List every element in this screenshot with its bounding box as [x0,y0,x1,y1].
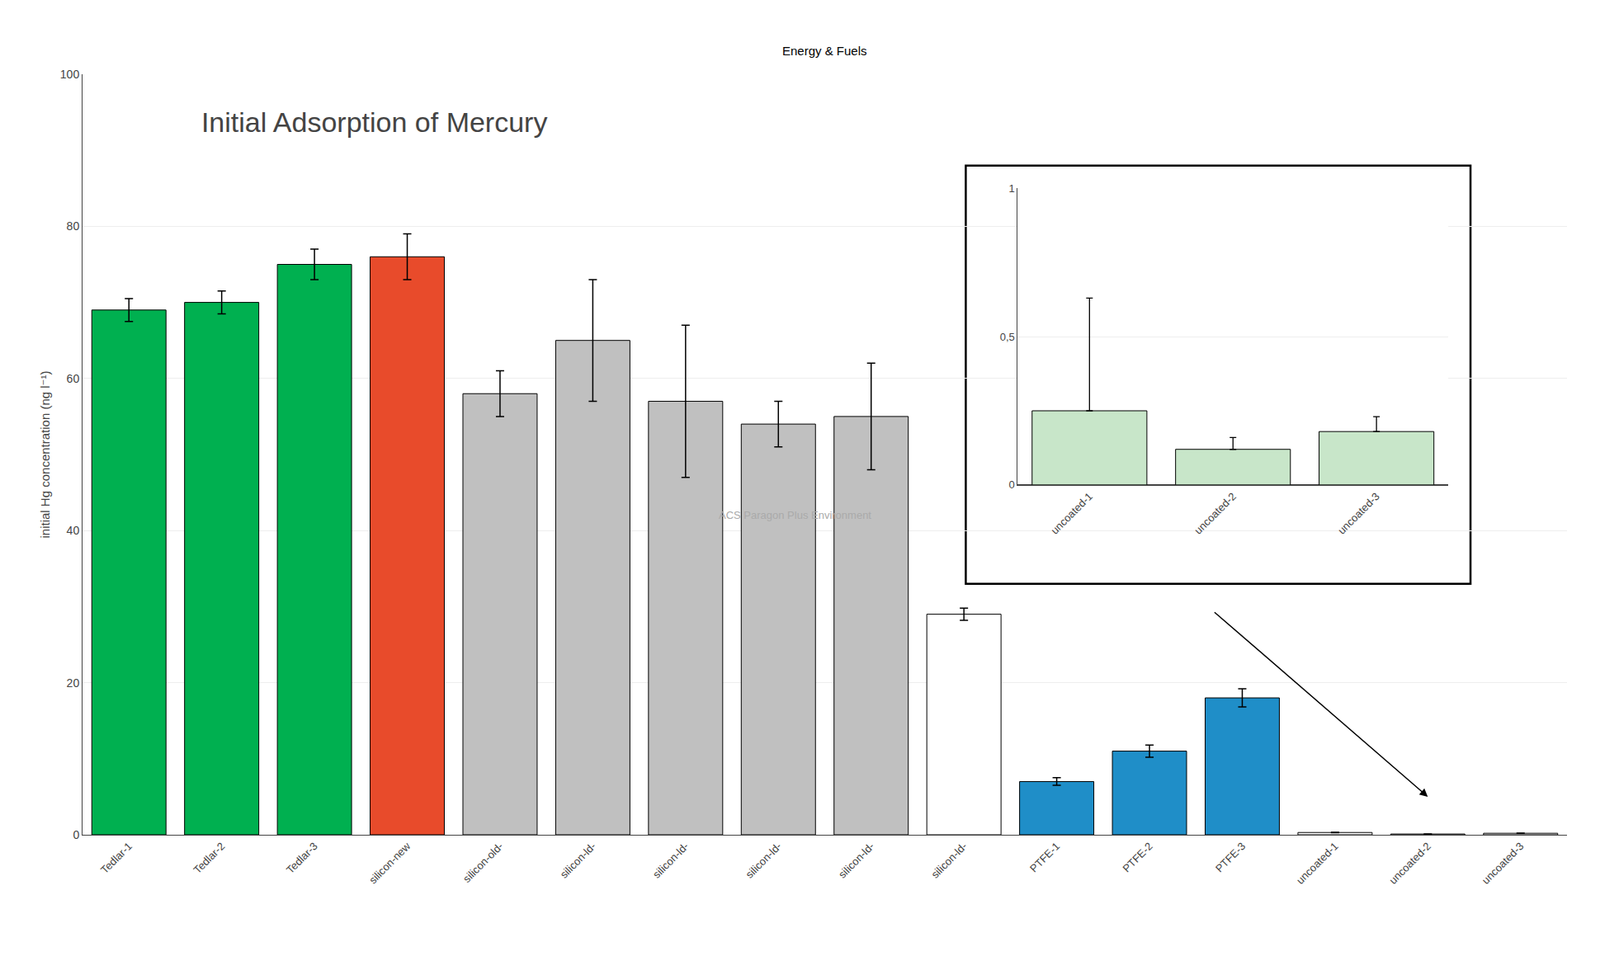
svg-text:silicon-ld-: silicon-ld- [650,840,691,881]
svg-text:ACS Paragon Plus Environment: ACS Paragon Plus Environment [718,509,872,522]
svg-text:0: 0 [1009,478,1015,491]
svg-text:uncoated-1: uncoated-1 [1293,840,1341,888]
svg-text:Energy & Fuels: Energy & Fuels [782,43,868,58]
svg-text:initial Hg concentration (ng l: initial Hg concentration (ng l⁻¹) [37,370,52,539]
svg-text:uncoated-1: uncoated-1 [1047,490,1095,538]
svg-text:silicon-ld-: silicon-ld- [835,840,877,881]
svg-text:Tedlar-1: Tedlar-1 [98,840,135,877]
svg-text:uncoated-2: uncoated-2 [1191,490,1239,538]
svg-text:20: 20 [66,676,81,690]
svg-text:silicon-new: silicon-new [366,840,414,888]
svg-text:uncoated-3: uncoated-3 [1335,490,1383,538]
svg-text:80: 80 [66,219,81,233]
svg-text:silicon-ld-: silicon-ld- [743,840,784,881]
svg-text:PTFE-3: PTFE-3 [1212,840,1248,875]
svg-text:uncoated-3: uncoated-3 [1479,840,1527,888]
svg-text:PTFE-2: PTFE-2 [1119,840,1155,875]
svg-text:PTFE-1: PTFE-1 [1027,840,1062,875]
svg-text:60: 60 [66,372,81,386]
svg-text:Initial Adsorption of Mercury: Initial Adsorption of Mercury [201,106,548,138]
svg-text:uncoated-2: uncoated-2 [1386,840,1434,888]
svg-text:silicon-old-: silicon-old- [460,840,506,886]
svg-text:40: 40 [66,523,81,538]
svg-text:0,5: 0,5 [1000,330,1015,344]
svg-text:1: 1 [1009,182,1015,195]
svg-text:Tedlar-2: Tedlar-2 [191,840,228,877]
svg-text:silicon-ld-: silicon-ld- [928,840,969,881]
svg-text:0: 0 [72,828,80,842]
svg-text:silicon-ld-: silicon-ld- [557,840,599,881]
svg-text:Tedlar-3: Tedlar-3 [283,840,321,877]
svg-text:100: 100 [60,67,81,81]
